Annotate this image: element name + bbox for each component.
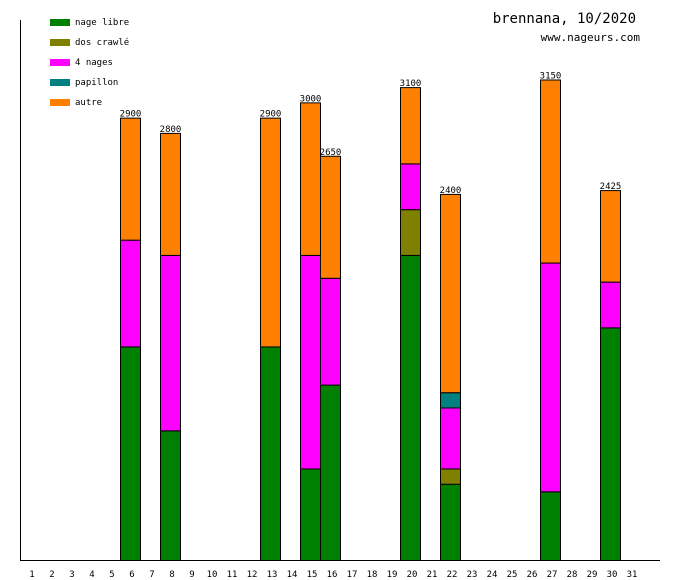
- bar-segment-day-30-4-nages: [600, 281, 621, 329]
- bar-segment-day-22-autre: [440, 193, 461, 394]
- x-tick-label: 6: [129, 570, 134, 580]
- x-tick-label: 13: [267, 570, 278, 580]
- x-tick-label: 30: [607, 570, 618, 580]
- bar-segment-day-27-nage-libre: [540, 491, 561, 561]
- x-tick-label: 7: [149, 570, 154, 580]
- x-tick-label: 28: [567, 570, 578, 580]
- bar-segment-day-8-4-nages: [160, 254, 181, 432]
- legend-label: autre: [75, 98, 102, 108]
- legend-label: dos crawlé: [75, 37, 129, 48]
- legend-swatch-dos-crawlé: [50, 39, 70, 46]
- bar-total-label: 3150: [540, 71, 562, 81]
- bar-segment-day-30-autre: [600, 190, 621, 283]
- bar-total-label: 3000: [300, 94, 322, 104]
- x-tick-label: 21: [427, 570, 438, 580]
- x-tick-label: 23: [467, 570, 478, 580]
- x-tick-label: 24: [487, 570, 498, 580]
- x-tick-label: 25: [507, 570, 518, 580]
- bar-segment-day-20-autre: [400, 87, 421, 165]
- bar-segment-day-27-autre: [540, 79, 561, 264]
- bar-total-label: 2900: [120, 110, 142, 120]
- bar-segment-day-22-nage-libre: [440, 483, 461, 562]
- x-tick-label: 16: [327, 570, 338, 580]
- x-tick-label: 20: [407, 570, 418, 580]
- bar-segment-day-16-nage-libre: [320, 384, 341, 561]
- x-tick-label: 3: [69, 570, 74, 580]
- bar-segment-day-15-4-nages: [300, 254, 321, 470]
- x-tick-label: 29: [587, 570, 598, 580]
- bar-total-label: 2650: [320, 148, 342, 158]
- bar-segment-day-13-autre: [260, 117, 281, 348]
- bar-segment-day-22-papillon: [440, 392, 461, 409]
- bar-segment-day-6-autre: [120, 117, 141, 241]
- x-tick-label: 31: [627, 570, 638, 580]
- bar-segment-day-6-4-nages: [120, 239, 141, 348]
- bar-segment-day-22-4-nages: [440, 407, 461, 470]
- x-tick-label: 26: [527, 570, 538, 580]
- bar-segment-day-22-dos-crawlé: [440, 468, 461, 485]
- bar-total-labels: 2900 2800 2900 3000 2650 3100 2400 3150 2425: [120, 71, 622, 195]
- x-tick-label: 15: [307, 570, 318, 580]
- legend-label: papillon: [75, 78, 118, 88]
- x-tick-label: 10: [207, 570, 218, 580]
- x-tick-label: 5: [109, 570, 114, 580]
- bar-segment-day-20-nage-libre: [400, 254, 421, 561]
- x-tick-label: 17: [347, 570, 358, 580]
- bar-segment-day-16-4-nages: [320, 277, 341, 386]
- x-tick-label: 11: [227, 570, 238, 580]
- x-tick-label: 14: [287, 570, 298, 580]
- legend-swatch-nage-libre: [50, 19, 70, 26]
- legend-swatch-autre: [50, 99, 70, 106]
- bar-segment-day-15-autre: [300, 102, 321, 256]
- bar-segment-day-8-autre: [160, 132, 181, 256]
- bar-total-label: 2900: [260, 110, 282, 120]
- chart-title: brennana, 10/2020: [493, 11, 636, 27]
- x-tick-label: 1: [29, 570, 34, 580]
- bar-segment-day-20-4-nages: [400, 163, 421, 211]
- x-tick-label: 2: [49, 570, 54, 580]
- bar-total-label: 2800: [160, 125, 182, 135]
- legend-label: 4 nages: [75, 58, 113, 68]
- x-tick-label: 9: [189, 570, 194, 580]
- bar-segment-day-13-nage-libre: [260, 346, 281, 561]
- bar-total-label: 2425: [600, 182, 622, 192]
- bar-segment-day-8-nage-libre: [160, 430, 181, 561]
- bar-segment-day-30-nage-libre: [600, 327, 621, 562]
- x-tick-label: 19: [387, 570, 398, 580]
- bar-segment-day-16-autre: [320, 155, 341, 279]
- chart-subtitle: www.nageurs.com: [541, 31, 641, 44]
- legend-label: nage libre: [75, 18, 129, 28]
- legend-swatch-4-nages: [50, 59, 70, 66]
- x-tick-label: 22: [447, 570, 458, 580]
- bar-total-label: 3100: [400, 79, 422, 89]
- bar-segment-day-27-4-nages: [540, 262, 561, 493]
- x-tick-labels: 1 2 3 4 5 6 7 8 9 10 11 12 13 14 15 16 17 18 19 20 21 22 23 24 2…: [29, 570, 637, 580]
- x-tick-label: 27: [547, 570, 558, 580]
- legend: nage libre dos crawlé 4 nages papillon autre: [50, 18, 129, 108]
- bar-segment-day-15-nage-libre: [300, 468, 321, 561]
- x-tick-label: 12: [247, 570, 258, 580]
- legend-swatch-papillon: [50, 79, 70, 86]
- bars: [120, 79, 621, 562]
- bar-segment-day-20-dos-crawlé: [400, 209, 421, 256]
- bar-segment-day-6-nage-libre: [120, 346, 141, 561]
- x-tick-label: 8: [169, 570, 174, 580]
- bar-total-label: 2400: [440, 186, 462, 196]
- x-tick-label: 18: [367, 570, 378, 580]
- x-tick-label: 4: [89, 570, 94, 580]
